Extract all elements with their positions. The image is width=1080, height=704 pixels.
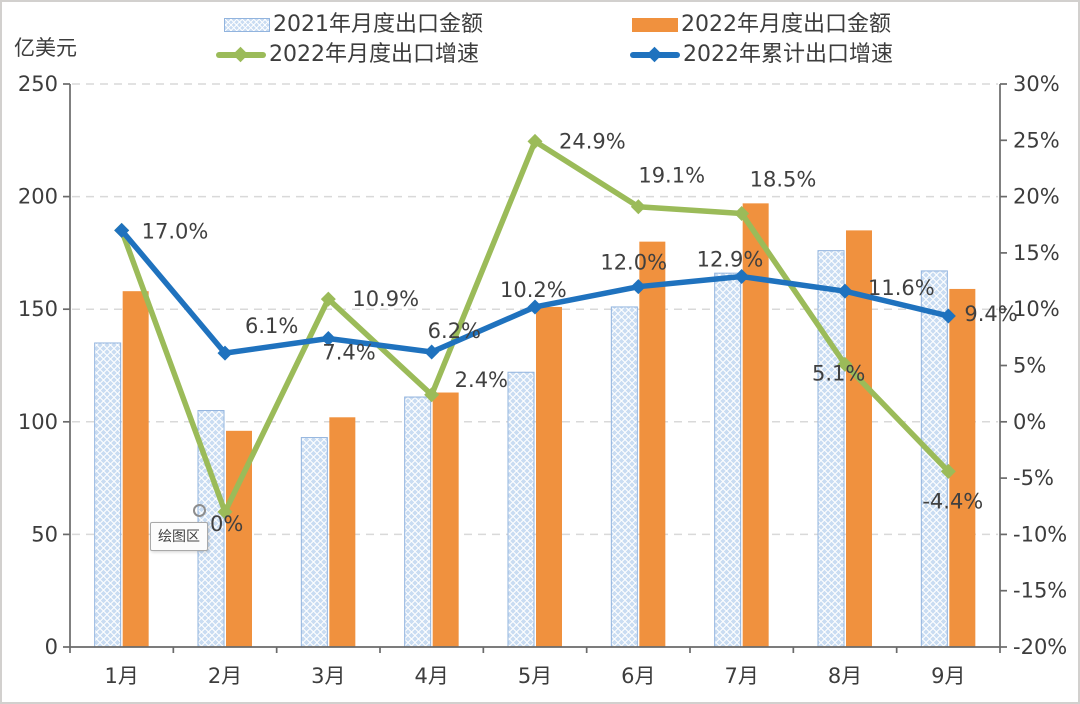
right-axis-tick-label: 25% [1013, 128, 1060, 152]
legend-item-2022-monthly-export-growth[interactable]: 2022年月度出口增速 [216, 43, 479, 67]
bar-2021年月度出口金额-5月[interactable] [507, 371, 535, 648]
bar-2021年月度出口金额-4月[interactable] [404, 396, 432, 648]
x-axis-category-label: 9月 [931, 664, 965, 688]
marker-2022年月度出口增速-4月[interactable] [424, 387, 440, 403]
data-label-2022年累计出口增速-2月: 6.1% [245, 314, 298, 338]
bar-2022年月度出口金额-3月[interactable] [329, 417, 356, 647]
marker-2022年累计出口增速-6月[interactable] [630, 279, 646, 295]
x-axis-category-label: 7月 [724, 664, 758, 688]
right-axis-tick-label: 15% [1013, 241, 1060, 265]
right-axis-tick-label: -20% [1013, 635, 1067, 659]
data-label-2022年月度出口增速-2月: 0% [210, 512, 243, 536]
plot-area-tooltip-text: 绘图区 [158, 529, 200, 545]
right-axis-tick-label: 10% [1013, 297, 1060, 321]
data-label-2022年月度出口增速-7月: 18.5% [750, 167, 817, 191]
marker-2022年累计出口增速-2月[interactable] [217, 345, 233, 361]
marker-2022年累计出口增速-4月[interactable] [424, 344, 440, 360]
x-axis-category-label: 3月 [311, 664, 345, 688]
data-label-2022年累计出口增速-3月: 7.4% [322, 340, 375, 364]
bar-2021年月度出口金额-7月[interactable] [714, 272, 742, 648]
x-axis-category-label: 8月 [828, 664, 862, 688]
bar-2022年月度出口金额-6月[interactable] [639, 241, 666, 647]
left-axis-tick-label: 50 [31, 522, 58, 546]
legend-item-2022-cumulative-export-growth[interactable]: 2022年累计出口增速 [630, 43, 893, 67]
data-label-2022年累计出口增速-9月: 9.4% [964, 302, 1017, 326]
legend-label: 2021年月度出口金额 [273, 12, 483, 37]
x-axis-category-label: 4月 [414, 664, 448, 688]
x-axis-category-label: 5月 [518, 664, 552, 688]
data-label-2022年月度出口增速-9月: -4.4% [922, 489, 983, 513]
data-label-2022年月度出口增速-8月: 5.1% [812, 361, 865, 385]
right-axis-tick-label: 30% [1013, 72, 1060, 96]
marker-2022年累计出口增速-9月[interactable] [940, 308, 956, 324]
data-label-2022年累计出口增速-5月: 10.2% [500, 278, 567, 302]
line-series-2022年累计出口增速[interactable] [114, 222, 956, 361]
right-axis-tick-label: -15% [1013, 579, 1067, 603]
data-label-2022年累计出口增速-4月: 6.2% [428, 319, 481, 343]
legend-swatch-green-line-diamond-icon [216, 46, 266, 63]
left-axis-tick-label: 200 [18, 185, 58, 209]
bar-2022年月度出口金额-1月[interactable] [122, 291, 149, 647]
marker-2022年月度出口增速-7月[interactable] [734, 205, 750, 221]
right-axis-tick-label: -10% [1013, 522, 1067, 546]
left-axis-tick-label: 250 [18, 72, 58, 96]
marker-2022年月度出口增速-5月[interactable] [527, 133, 543, 149]
bar-2022年月度出口金额-4月[interactable] [432, 392, 459, 647]
marker-2022年月度出口增速-2月[interactable] [217, 504, 233, 520]
cursor-ring-icon [193, 504, 206, 517]
marker-2022年月度出口增速-6月[interactable] [630, 199, 646, 215]
left-axis-tick-label: 150 [18, 297, 58, 321]
bar-2021年月度出口金额-3月[interactable] [300, 437, 328, 648]
marker-2022年累计出口增速-3月[interactable] [320, 330, 336, 346]
right-axis-tick-label: 20% [1013, 185, 1060, 209]
data-label-2022年月度出口增速-3月: 10.9% [352, 287, 419, 311]
x-axis-category-label: 6月 [621, 664, 655, 688]
data-label-2022年月度出口增速-6月: 19.1% [638, 164, 705, 188]
legend-item-2021-monthly-export-amount[interactable]: 2021年月度出口金额 [224, 13, 483, 37]
legend-label: 2022年月度出口金额 [681, 12, 891, 37]
marker-2022年月度出口增速-3月[interactable] [320, 291, 336, 307]
marker-2022年累计出口增速-5月[interactable] [527, 299, 543, 315]
right-axis-tick-label: 0% [1013, 410, 1046, 434]
legend-label: 2022年累计出口增速 [683, 42, 893, 67]
legend-label: 2022年月度出口增速 [269, 42, 479, 67]
x-axis-category-label: 1月 [104, 664, 138, 688]
marker-2022年累计出口增速-7月[interactable] [734, 269, 750, 285]
bar-2021年月度出口金额-6月[interactable] [610, 306, 638, 648]
bar-2022年月度出口金额-5月[interactable] [536, 306, 562, 647]
right-axis-tick-label: -5% [1013, 466, 1054, 490]
left-axis-title: 亿美元 [14, 36, 77, 60]
data-label-2022年累计出口增速-7月: 12.9% [697, 248, 764, 272]
bar-2022年月度出口金额-8月[interactable] [846, 230, 872, 647]
bar-2021年月度出口金额-1月[interactable] [94, 342, 122, 648]
marker-2022年月度出口增速-8月[interactable] [837, 356, 853, 372]
data-label-2022年月度出口增速-5月: 24.9% [559, 129, 626, 153]
marker-2022年累计出口增速-1月[interactable] [114, 222, 130, 238]
plot-area-tooltip: 绘图区 [150, 522, 208, 551]
data-label-2022年月度出口增速-4月: 2.4% [455, 368, 508, 392]
marker-2022年累计出口增速-8月[interactable] [837, 283, 853, 299]
data-label-2022年累计出口增速-1月: 17.0% [142, 219, 209, 243]
marker-2022年月度出口增速-9月[interactable] [940, 463, 956, 479]
legend-swatch-hatched-bar-icon [224, 18, 270, 32]
bar-2022年月度出口金额-9月[interactable] [949, 288, 976, 647]
data-label-2022年累计出口增速-8月: 11.6% [868, 276, 935, 300]
legend-swatch-solid-bar-icon [632, 18, 678, 32]
bar-series-2021年月度出口金额 [94, 250, 948, 648]
data-label-2022年累计出口增速-6月: 12.0% [600, 251, 667, 275]
left-axis-tick-label: 0 [45, 635, 58, 659]
left-axis-tick-label: 100 [18, 410, 58, 434]
right-axis-tick-label: 5% [1013, 354, 1046, 378]
bar-2021年月度出口金额-8月[interactable] [817, 250, 845, 648]
legend-item-2022-monthly-export-amount[interactable]: 2022年月度出口金额 [632, 13, 891, 37]
x-axis-category-label: 2月 [208, 664, 242, 688]
legend-swatch-blue-line-diamond-icon [630, 46, 680, 63]
